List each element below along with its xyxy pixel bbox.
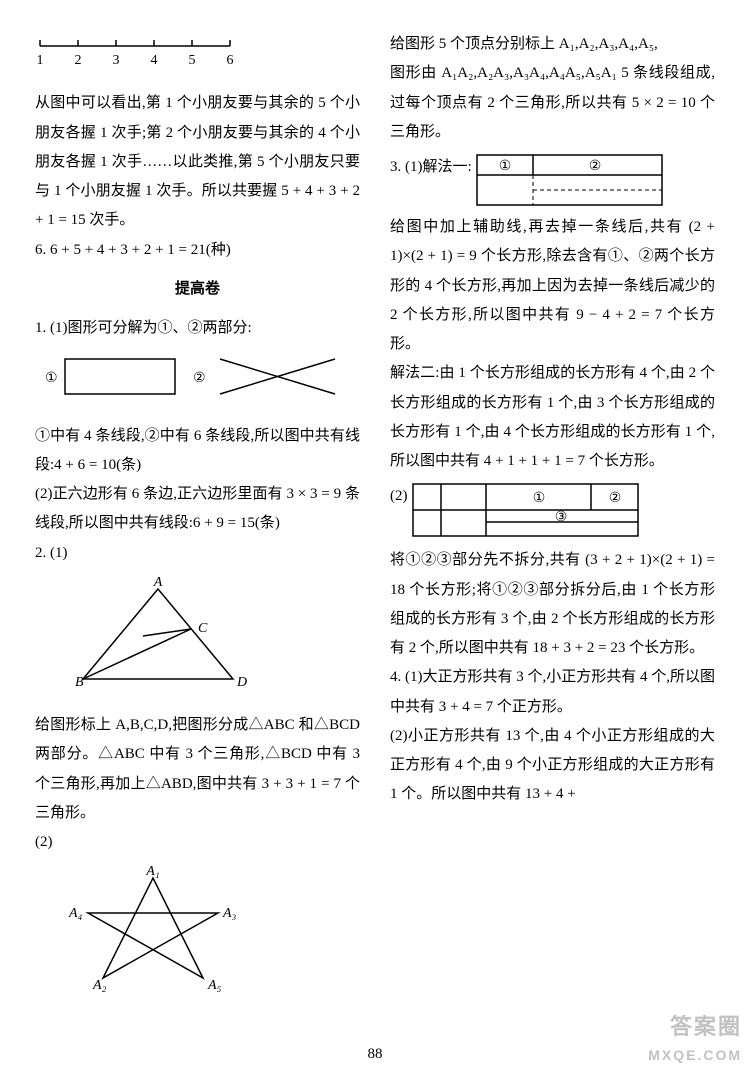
fig-q3-rect2: (2) ① ② ③: [390, 482, 715, 540]
fig-star: A₁ A₃ A₅ A₂ A₄: [35, 863, 360, 1004]
star-svg: A₁ A₃ A₅ A₂ A₄: [63, 863, 243, 993]
fig-triangle: A B C D: [35, 574, 360, 705]
svg-text:②: ②: [589, 159, 602, 174]
q1-svg: ① ②: [35, 349, 345, 404]
triangle-svg: A B C D: [63, 574, 253, 694]
p-handshake: 从图中可以看出,第 1 个小朋友要与其余的 5 个小朋友各握 1 次手;第 2 …: [35, 89, 360, 235]
svg-text:③: ③: [555, 510, 568, 525]
page-body: 1 2 3 4 5 6 从图中可以看出,第 1 个小朋友要与其余的 5 个小朋友…: [35, 30, 715, 1030]
fig-q1-shapes: ① ②: [35, 349, 360, 415]
svg-text:①: ①: [533, 491, 546, 506]
q3-p1: 给图中加上辅助线,再去掉一条线后,共有 (2 + 1)×(2 + 1) = 9 …: [390, 213, 715, 359]
fig-number-line: 1 2 3 4 5 6: [35, 36, 360, 83]
q3-intro: 3. (1)解法一:: [390, 159, 472, 175]
svg-text:D: D: [236, 675, 247, 690]
q1-p2: (2)正六边形有 6 条边,正六边形里面有 3 × 3 = 9 条线段,所以图中…: [35, 480, 360, 539]
svg-text:A₃: A₃: [222, 906, 237, 921]
svg-text:A₁: A₁: [145, 864, 159, 879]
svg-text:C: C: [198, 621, 208, 636]
q3-sub2: (2): [390, 488, 408, 504]
svg-text:A₅: A₅: [207, 978, 222, 993]
svg-text:A₄: A₄: [68, 906, 83, 921]
svg-text:A₂: A₂: [92, 978, 107, 993]
q1-p1: ①中有 4 条线段,②中有 6 条线段,所以图中共有线段:4 + 6 = 10(…: [35, 422, 360, 481]
svg-text:①: ①: [499, 159, 512, 174]
number-line-svg: 1 2 3 4 5 6: [35, 36, 235, 72]
section-heading: 提高卷: [35, 275, 360, 304]
tick-3: 3: [113, 53, 120, 68]
tick-2: 2: [75, 53, 82, 68]
watermark-sub: MXQE.COM: [648, 1042, 742, 1069]
tick-6: 6: [227, 53, 234, 68]
fig-q3-rect1: 3. (1)解法一: ① ②: [390, 153, 715, 207]
page-number: 88: [35, 1040, 715, 1069]
q3-p2: 解法二:由 1 个长方形组成的长方形有 4 个,由 2 个长方形组成的长方形有 …: [390, 359, 715, 476]
p-q6: 6. 6 + 5 + 4 + 3 + 2 + 1 = 21(种): [35, 236, 360, 265]
label-circle-1: ①: [45, 371, 58, 386]
c2-p1: 图形由 A₁A₂,A₂A₃,A₃A₄,A₄A₅,A₅A₁ 5 条线段组成,过每个…: [390, 59, 715, 147]
svg-text:A: A: [153, 575, 163, 590]
q2-p1: 给图形标上 A,B,C,D,把图形分成△ABC 和△BCD 两部分。△ABC 中…: [35, 711, 360, 828]
q3-p3: 将①②③部分先不拆分,共有 (3 + 2 + 1)×(2 + 1) = 18 个…: [390, 546, 715, 663]
tick-5: 5: [189, 53, 196, 68]
q2-p2: 给图形 5 个顶点分别标上 A₁,A₂,A₃,A₄,A₅,: [390, 30, 715, 59]
tick-1: 1: [37, 53, 44, 68]
q4-p1: 4. (1)大正方形共有 3 个,小正方形共有 4 个,所以图中共有 3 + 4…: [390, 663, 715, 722]
svg-text:②: ②: [609, 491, 622, 506]
q2-sub2: (2): [35, 828, 360, 857]
tick-4: 4: [151, 53, 158, 68]
q3-rect1-svg: ① ②: [475, 153, 665, 207]
q3-rect2-svg: ① ② ③: [411, 482, 641, 540]
q2-intro: 2. (1): [35, 539, 360, 568]
svg-text:B: B: [75, 675, 84, 690]
q1-intro: 1. (1)图形可分解为①、②两部分:: [35, 314, 360, 343]
label-circle-2: ②: [193, 371, 206, 386]
q4-p2: (2)小正方形共有 13 个,由 4 个小正方形组成的大正方形有 4 个,由 9…: [390, 722, 715, 810]
